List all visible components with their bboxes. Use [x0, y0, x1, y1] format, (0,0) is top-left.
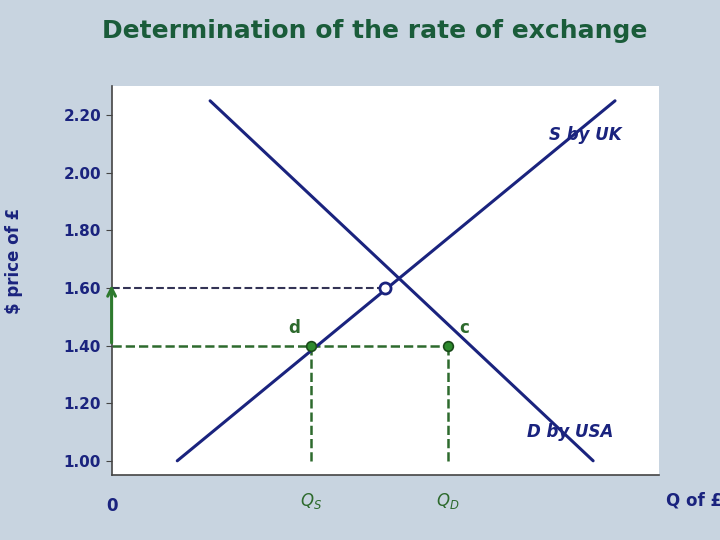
Text: 0: 0 [106, 497, 117, 515]
Text: $Q_D$: $Q_D$ [436, 491, 460, 511]
Text: Q of £: Q of £ [666, 491, 720, 509]
Text: d: d [289, 319, 300, 337]
Text: $ price of £: $ price of £ [5, 208, 24, 314]
Text: D by USA: D by USA [528, 423, 614, 441]
Text: $Q_S$: $Q_S$ [300, 491, 323, 511]
Text: Determination of the rate of exchange: Determination of the rate of exchange [102, 19, 647, 43]
Text: S by UK: S by UK [549, 126, 622, 144]
Text: c: c [459, 319, 469, 337]
